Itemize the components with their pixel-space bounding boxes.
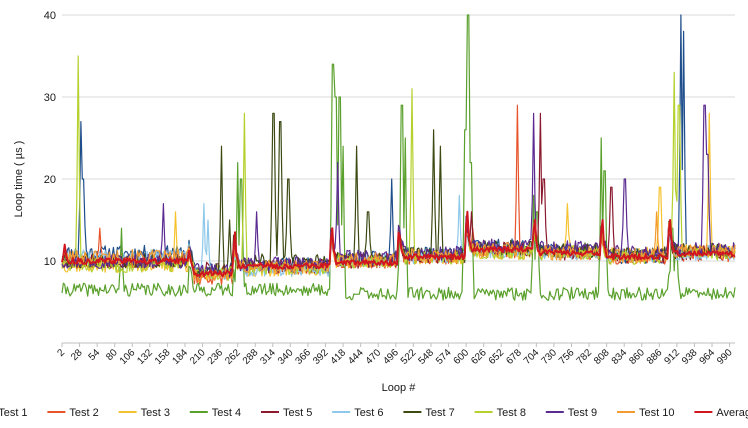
series-line-average	[61, 210, 736, 278]
x-tick-label: 990	[715, 347, 735, 367]
x-tick-label: 28	[69, 347, 85, 363]
x-tick-label: 184	[171, 347, 191, 367]
x-tick-label: 392	[311, 347, 331, 367]
x-tick-label: 938	[680, 347, 700, 367]
y-tick-label: 20	[44, 174, 56, 186]
x-tick-label: 158	[153, 347, 173, 367]
x-tick-label: 80	[104, 347, 120, 363]
x-tick-label: 236	[206, 347, 226, 367]
legend-label-average: Average	[716, 407, 748, 419]
x-tick-label: 704	[522, 347, 542, 367]
y-axis-title: Loop time ( µs )	[13, 141, 25, 218]
x-tick-label: 886	[645, 347, 665, 367]
x-tick-label: 574	[434, 347, 454, 367]
y-tick-label: 10	[44, 256, 56, 268]
legend-label-test-10: Test 10	[639, 407, 674, 419]
x-tick-label: 314	[258, 347, 278, 367]
x-axis-title: Loop #	[382, 382, 417, 394]
series-line-test-4	[61, 14, 736, 301]
legend-label-test-9: Test 9	[568, 407, 597, 419]
x-tick-label: 756	[557, 347, 577, 367]
legend-label-test-7: Test 7	[425, 407, 454, 419]
x-tick-label: 548	[416, 347, 436, 367]
x-tick-label: 782	[575, 347, 595, 367]
x-tick-label: 600	[452, 347, 472, 367]
x-tick-label: 860	[627, 347, 647, 367]
legend-label-test-8: Test 8	[497, 407, 526, 419]
y-tick-label: 30	[44, 92, 56, 104]
legend-label-test-3: Test 3	[141, 407, 170, 419]
x-tick-label: 418	[329, 347, 349, 367]
x-tick-label: 340	[276, 347, 296, 367]
y-tick-label: 40	[44, 10, 56, 22]
legend-label-test-2: Test 2	[69, 407, 98, 419]
x-tick-label: 210	[188, 347, 208, 367]
legend-label-test-6: Test 6	[354, 407, 383, 419]
x-tick-label: 470	[364, 347, 384, 367]
x-tick-label: 106	[118, 347, 138, 367]
x-tick-label: 288	[241, 347, 261, 367]
x-tick-label: 964	[698, 347, 718, 367]
x-tick-label: 54	[87, 347, 103, 363]
x-tick-label: 652	[487, 347, 507, 367]
y-axis-ticks: 10 20 30 40	[44, 10, 56, 268]
legend-label-test-1: Test 1	[0, 407, 28, 419]
x-axis-ticks: 2 28 54 80106132158184210236262288314340366…	[55, 343, 735, 367]
x-tick-label: 2	[55, 347, 67, 359]
legend-label-test-4: Test 4	[212, 407, 241, 419]
x-tick-label: 808	[592, 347, 612, 367]
x-tick-label: 626	[469, 347, 489, 367]
x-tick-label: 912	[662, 347, 682, 367]
x-tick-label: 730	[539, 347, 559, 367]
x-tick-label: 834	[610, 347, 630, 367]
series-lines	[61, 14, 736, 301]
x-tick-label: 132	[135, 347, 155, 367]
x-tick-label: 678	[504, 347, 524, 367]
legend-label-test-5: Test 5	[283, 407, 312, 419]
x-tick-label: 522	[399, 347, 419, 367]
x-tick-label: 366	[293, 347, 313, 367]
x-tick-label: 444	[346, 347, 366, 367]
legend: Test 1 Test 2 Test 3 Test 4 Test 5 Test 6 Test…	[0, 407, 748, 419]
x-tick-label: 262	[223, 347, 243, 367]
x-tick-label: 496	[381, 347, 401, 367]
